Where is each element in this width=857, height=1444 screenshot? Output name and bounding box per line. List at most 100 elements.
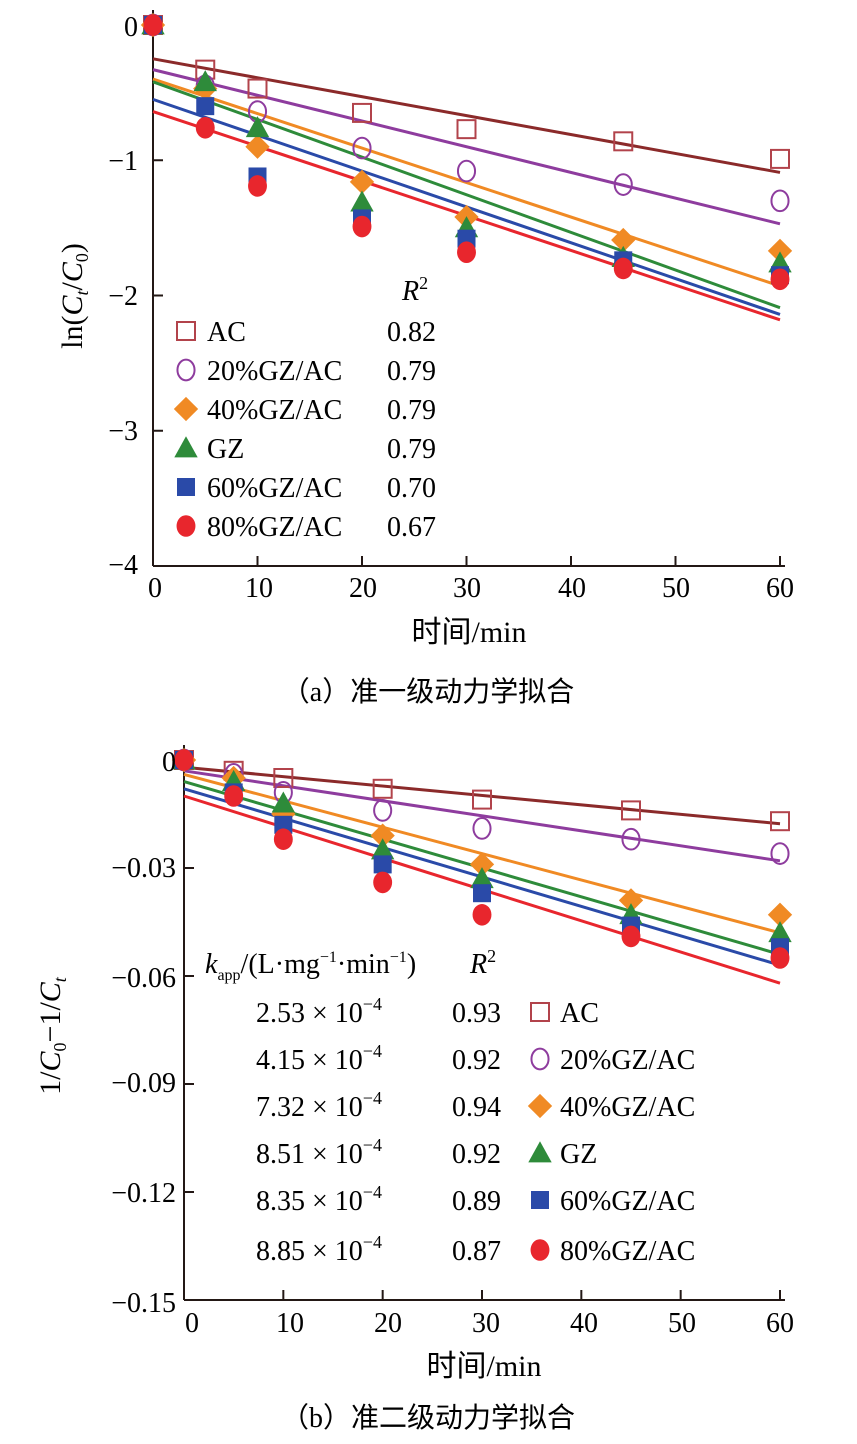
legend-r2-header: R2 (401, 273, 428, 307)
y-tick-label: −0.09 (111, 1068, 176, 1099)
legend-label: AC (560, 998, 599, 1029)
fit-line-40-gz-ac (152, 77, 781, 288)
x-tick-label: 10 (276, 1308, 304, 1339)
legend-marker-20-gz-ac (176, 358, 196, 382)
x-tick-label: 30 (453, 573, 481, 604)
legend-k-value: 2.53 × 10−4 (256, 994, 382, 1029)
data-point-40-gz-ac (245, 134, 270, 159)
data-point-80-gz-ac (248, 175, 267, 197)
data-point-60-gz-ac (274, 815, 293, 834)
x-tick-label: 20 (374, 1308, 402, 1339)
data-point-40-gz-ac (349, 169, 375, 195)
legend-marker-ac (176, 321, 196, 341)
data-point-60-gz-ac (373, 855, 392, 874)
fit-line-ac (183, 765, 781, 826)
y-tick-label: −3 (108, 416, 138, 447)
data-points-a (140, 12, 793, 291)
x-tick-label: 40 (570, 1308, 598, 1339)
legend-markers-a (173, 321, 199, 537)
y-tick-label: −0.03 (111, 853, 176, 884)
data-point-gz (271, 791, 296, 813)
y-tick-label: −0.06 (111, 963, 176, 994)
legend-r2: 0.67 (387, 512, 436, 543)
legend-r2: 0.79 (387, 395, 436, 426)
legend-k-header: kapp/(L·mg−1·min−1) (205, 949, 416, 984)
data-point-60-gz-ac (196, 97, 215, 116)
legend-k-value: 8.35 × 10−4 (256, 1182, 382, 1217)
legend-r2: 0.92 (452, 1139, 501, 1170)
data-point-80-gz-ac (770, 268, 790, 291)
legend-k-value: 4.15 × 10−4 (256, 1041, 382, 1076)
data-point-60-gz-ac (473, 884, 491, 903)
data-point-ac (770, 148, 790, 169)
y-tick-label: 0 (124, 12, 138, 43)
data-point-20-gz-ac (456, 159, 477, 183)
fit-line-ac (152, 57, 781, 174)
data-point-40-gz-ac (767, 238, 793, 264)
legend-marker-80-gz-ac (176, 515, 196, 537)
legend-k-column: 2.53 × 10−4 4.15 × 10−4 7.32 × 10−4 8.51 × … (256, 994, 382, 1267)
legend-marker-20-gz-ac (530, 1047, 550, 1071)
data-point-ac (352, 102, 372, 123)
data-point-ac (247, 78, 268, 99)
legend-k-value: 7.32 × 10−4 (256, 1088, 382, 1123)
y-tick-label: −4 (108, 550, 138, 581)
data-point-80-gz-ac (621, 925, 641, 948)
x-tick-label: 20 (349, 573, 377, 604)
legend-r2-header: R2 (469, 946, 496, 980)
legend-r2: 0.82 (387, 317, 436, 348)
x-axis-label: 时间/min (426, 1350, 541, 1383)
x-tick-label: 40 (558, 573, 586, 604)
legend-marker-80-gz-ac (530, 1239, 550, 1261)
y-tick-label: 0 (162, 747, 176, 778)
legend-label: 80%GZ/AC (560, 1236, 695, 1267)
data-point-20-gz-ac (770, 842, 790, 865)
y-axis-label: 1/C0−1/Ct (34, 976, 70, 1095)
x-tick-label: 0 (148, 573, 162, 604)
data-point-20-gz-ac (352, 136, 372, 160)
legend-r2: 0.94 (452, 1092, 501, 1123)
data-point-80-gz-ac (174, 749, 194, 771)
data-point-20-gz-ac (770, 189, 790, 213)
data-point-80-gz-ac (143, 14, 163, 36)
legend-label: 40%GZ/AC (560, 1092, 695, 1123)
data-point-ac (456, 119, 477, 140)
data-point-80-gz-ac (224, 785, 244, 807)
x-tick-label: 50 (662, 573, 690, 604)
data-point-40-gz-ac (611, 227, 636, 253)
data-point-20-gz-ac (621, 827, 641, 851)
legend-label: 40%GZ/AC (207, 395, 342, 426)
legend-label: 60%GZ/AC (560, 1186, 695, 1217)
data-point-20-gz-ac (373, 799, 393, 822)
legend-r2: 0.87 (452, 1236, 501, 1267)
data-point-gz (245, 116, 270, 138)
data-point-80-gz-ac (373, 871, 393, 894)
x-tick-label: 60 (766, 573, 794, 604)
legend-b: kapp/(L·mg−1·min−1) R2 2.53 × 10−4 4.15 ×… (205, 946, 695, 1267)
x-tick-label: 50 (668, 1308, 696, 1339)
data-point-ac (770, 811, 790, 832)
legend-marker-60-gz-ac (177, 478, 195, 496)
x-tick-label: 0 (185, 1308, 199, 1339)
ticks-b (183, 759, 781, 1301)
fit-line-20-gz-ac (152, 68, 781, 226)
legend-k-value: 8.51 × 10−4 (256, 1135, 382, 1170)
data-points-b (171, 747, 793, 969)
legend-k-value: 8.85 × 10−4 (256, 1232, 382, 1267)
legend-markers-b (527, 1002, 553, 1261)
data-point-20-gz-ac (613, 173, 633, 196)
data-point-80-gz-ac (613, 257, 633, 280)
data-point-ac (472, 789, 492, 810)
x-tick-label: 30 (472, 1308, 500, 1339)
legend-r2: 0.70 (387, 473, 436, 504)
y-axis-label: ln(Ct/C0) (56, 243, 92, 349)
data-point-gz (768, 921, 792, 943)
y-tick-label: −2 (108, 281, 138, 312)
data-point-80-gz-ac (352, 215, 372, 238)
x-tick-label: 10 (245, 573, 273, 604)
data-point-gz (470, 867, 494, 889)
data-point-80-gz-ac (195, 116, 215, 139)
legend-marker-40-gz-ac (173, 396, 199, 422)
legend-r2: 0.79 (387, 434, 436, 465)
